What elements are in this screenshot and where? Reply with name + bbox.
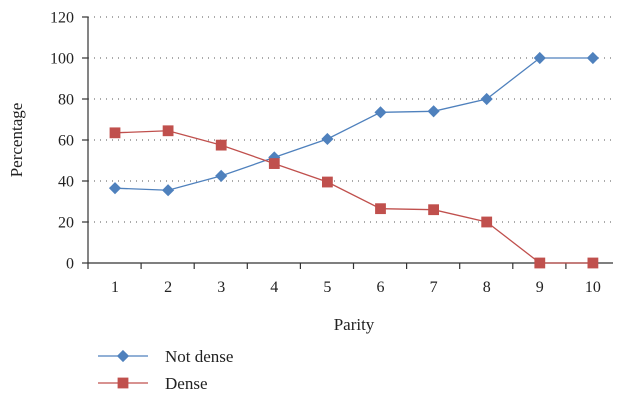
data-point-square-6 [375,203,386,215]
data-point-diamond-2 [162,184,175,197]
legend-marker [117,377,129,389]
x-tick-label: 2 [164,279,172,296]
data-point-square-7 [428,204,440,216]
legend-marker [116,349,130,363]
x-axis-title: Parity [334,315,375,334]
data-point-square-1 [109,127,121,139]
x-axis-ticks: 1 2 3 4 5 6 7 8 9 10 [87,263,601,296]
y-axis-ticks: 0 20 40 60 80 100 120 [50,10,88,273]
legend-label: Dense [165,374,207,393]
data-point-diamond-3 [215,169,228,182]
x-tick-label: 6 [377,279,385,296]
data-point-diamond-10 [586,51,599,65]
data-point-diamond-7 [427,105,440,118]
data-point-square-5 [321,176,333,188]
y-tick-label: 60 [58,133,74,150]
x-tick-label: 9 [536,279,544,296]
series-1 [109,125,599,269]
data-point-square-9 [534,257,546,269]
x-tick-label: 3 [217,279,225,296]
data-point-diamond-9 [533,51,546,65]
y-tick-label: 0 [66,256,74,273]
series-line-0 [114,57,593,191]
series-line-1 [114,130,593,264]
y-tick-label: 40 [58,174,74,191]
data-point-diamond-5 [321,132,334,146]
legend-label: Not dense [165,347,233,366]
x-tick-label: 8 [483,279,491,296]
data-point-square-2 [162,125,174,137]
y-tick-label: 120 [50,10,74,27]
y-axis-title: Percentage [7,103,26,178]
x-tick-label: 10 [585,279,601,296]
data-point-diamond-1 [108,182,122,195]
y-tick-label: 100 [50,51,74,68]
y-tick-label: 80 [58,92,74,109]
x-tick-label: 4 [270,279,278,296]
legend-item-0: Not dense [98,347,233,366]
data-point-diamond-8 [480,92,493,106]
data-point-square-10 [587,257,599,269]
series-0 [108,51,599,197]
y-tick-label: 20 [58,215,74,232]
data-point-square-8 [481,216,493,228]
legend: Not dense Dense [98,347,233,393]
data-point-square-4 [268,158,280,169]
x-tick-label: 5 [323,279,331,296]
data-point-diamond-6 [374,106,387,119]
data-point-square-3 [215,139,227,151]
x-tick-label: 1 [111,279,119,296]
x-tick-label: 7 [430,279,438,296]
legend-item-1: Dense [98,374,207,393]
series-layer [108,51,599,269]
